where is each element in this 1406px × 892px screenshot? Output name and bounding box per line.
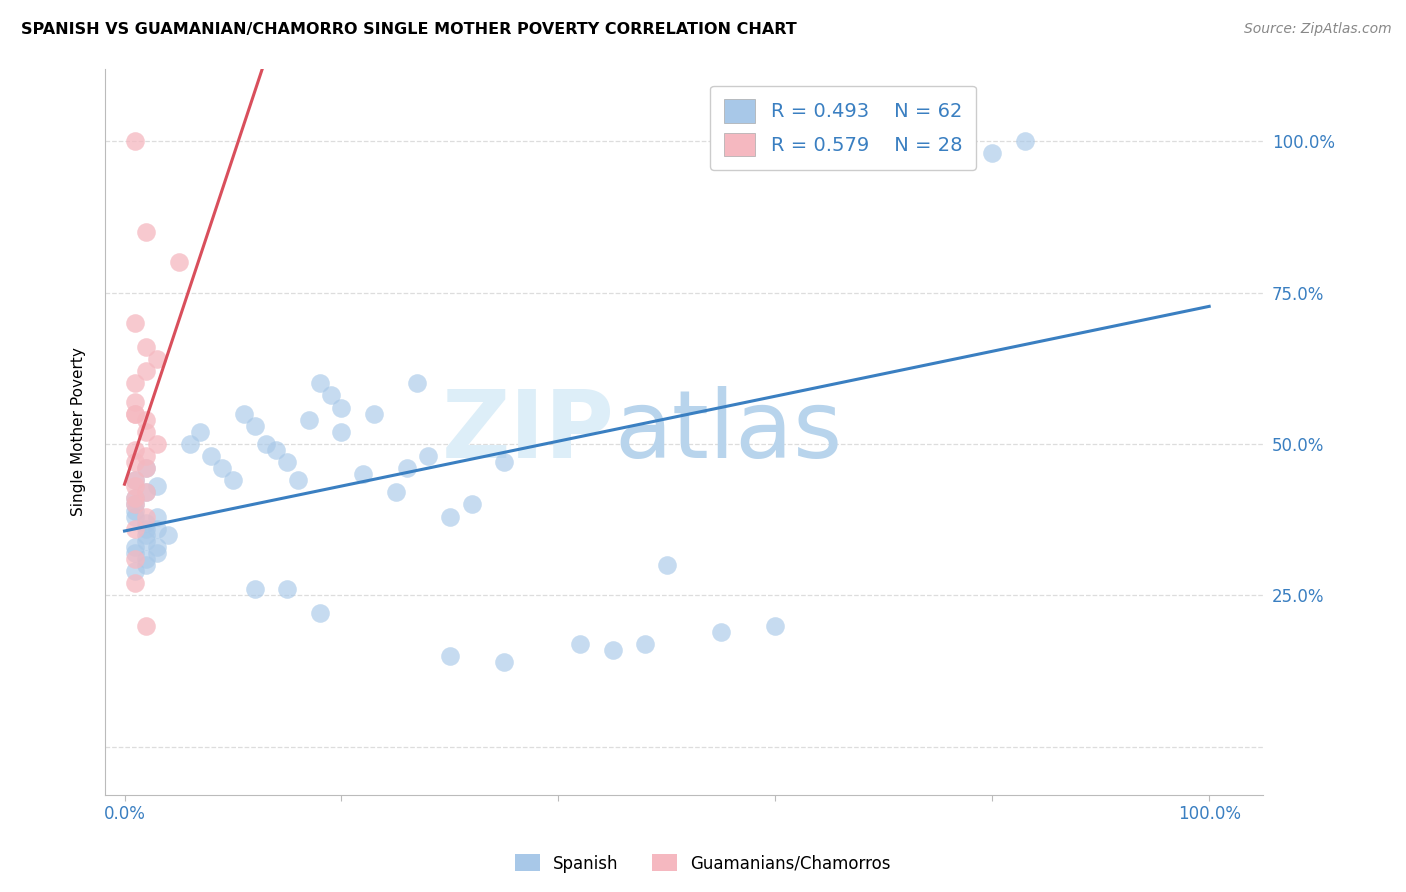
Point — [146, 479, 169, 493]
Point — [124, 442, 146, 457]
Point — [927, 134, 949, 148]
Point — [569, 637, 592, 651]
Point — [124, 491, 146, 506]
Point — [124, 491, 146, 506]
Point — [981, 146, 1004, 161]
Point — [308, 376, 330, 391]
Point — [135, 558, 157, 572]
Point — [146, 509, 169, 524]
Point — [135, 340, 157, 354]
Point — [135, 485, 157, 500]
Point — [494, 655, 516, 669]
Point — [124, 473, 146, 487]
Point — [124, 552, 146, 566]
Point — [200, 449, 222, 463]
Point — [124, 503, 146, 517]
Point — [710, 624, 733, 639]
Point — [146, 352, 169, 367]
Point — [384, 485, 406, 500]
Point — [439, 648, 461, 663]
Point — [276, 455, 298, 469]
Point — [634, 637, 657, 651]
Point — [460, 498, 482, 512]
Point — [135, 461, 157, 475]
Point — [308, 607, 330, 621]
Point — [124, 316, 146, 330]
Point — [266, 442, 288, 457]
Point — [146, 546, 169, 560]
Point — [146, 522, 169, 536]
Point — [135, 412, 157, 426]
Point — [276, 582, 298, 597]
Point — [330, 401, 353, 415]
Point — [135, 516, 157, 530]
Point — [135, 618, 157, 632]
Point — [124, 376, 146, 391]
Point — [894, 134, 917, 148]
Point — [232, 407, 254, 421]
Point — [135, 552, 157, 566]
Point — [179, 437, 201, 451]
Point — [146, 437, 169, 451]
Point — [439, 509, 461, 524]
Point — [602, 642, 624, 657]
Point — [124, 498, 146, 512]
Point — [243, 418, 266, 433]
Legend: Spanish, Guamanians/Chamorros: Spanish, Guamanians/Chamorros — [509, 847, 897, 880]
Point — [287, 473, 309, 487]
Point — [124, 479, 146, 493]
Point — [156, 527, 179, 541]
Point — [494, 455, 516, 469]
Point — [124, 509, 146, 524]
Point — [406, 376, 429, 391]
Point — [395, 461, 418, 475]
Point — [222, 473, 245, 487]
Point — [243, 582, 266, 597]
Point — [124, 522, 146, 536]
Text: ZIP: ZIP — [441, 386, 614, 478]
Point — [124, 540, 146, 554]
Point — [124, 407, 146, 421]
Point — [146, 540, 169, 554]
Point — [135, 527, 157, 541]
Point — [124, 455, 146, 469]
Point — [135, 364, 157, 378]
Point — [135, 225, 157, 239]
Point — [418, 449, 440, 463]
Point — [135, 449, 157, 463]
Point — [167, 255, 190, 269]
Point — [135, 522, 157, 536]
Point — [124, 576, 146, 591]
Point — [124, 498, 146, 512]
Point — [319, 388, 342, 402]
Point — [352, 467, 374, 482]
Point — [124, 473, 146, 487]
Text: SPANISH VS GUAMANIAN/CHAMORRO SINGLE MOTHER POVERTY CORRELATION CHART: SPANISH VS GUAMANIAN/CHAMORRO SINGLE MOT… — [21, 22, 797, 37]
Point — [655, 558, 678, 572]
Point — [135, 509, 157, 524]
Text: atlas: atlas — [614, 386, 844, 478]
Point — [298, 412, 321, 426]
Point — [763, 618, 786, 632]
Point — [124, 546, 146, 560]
Point — [363, 407, 385, 421]
Point — [190, 425, 212, 439]
Point — [124, 564, 146, 578]
Point — [211, 461, 233, 475]
Point — [135, 533, 157, 548]
Point — [124, 134, 146, 148]
Point — [135, 425, 157, 439]
Text: Source: ZipAtlas.com: Source: ZipAtlas.com — [1244, 22, 1392, 37]
Point — [135, 485, 157, 500]
Legend: R = 0.493    N = 62, R = 0.579    N = 28: R = 0.493 N = 62, R = 0.579 N = 28 — [710, 86, 976, 169]
Point — [1014, 134, 1036, 148]
Y-axis label: Single Mother Poverty: Single Mother Poverty — [72, 347, 86, 516]
Point — [135, 461, 157, 475]
Point — [124, 394, 146, 409]
Point — [254, 437, 277, 451]
Point — [124, 407, 146, 421]
Point — [330, 425, 353, 439]
